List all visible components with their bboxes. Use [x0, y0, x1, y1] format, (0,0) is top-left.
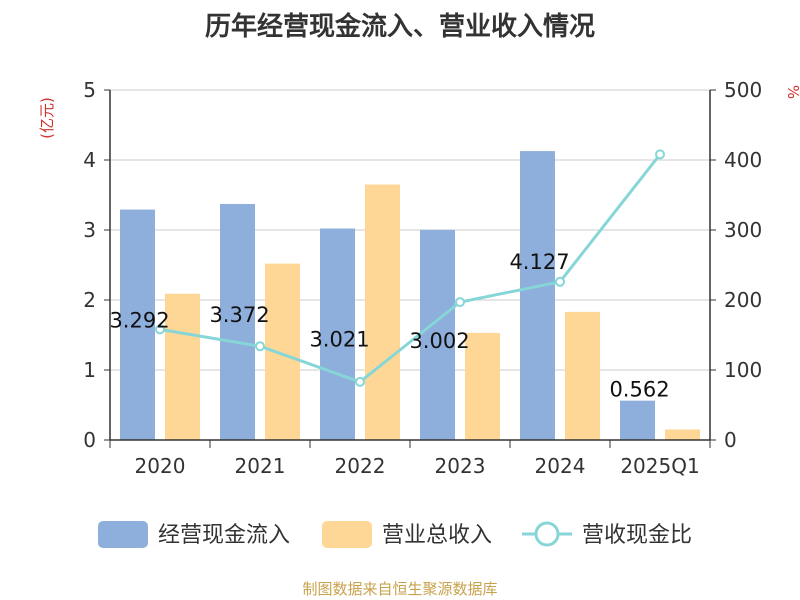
- y-left-axis-label: (亿元): [38, 97, 56, 139]
- bar-data-label: 3.002: [409, 329, 469, 353]
- legend-swatch: [322, 521, 372, 548]
- y-left-tick-label: 1: [83, 358, 96, 382]
- x-tick-label: 2025Q1: [620, 454, 699, 478]
- y-right-tick-label: 200: [724, 288, 762, 312]
- chart-title: 历年经营现金流入、营业收入情况: [204, 12, 595, 42]
- y-left-tick-label: 3: [83, 218, 96, 242]
- bar: [465, 332, 500, 440]
- y-right-tick-label: 300: [724, 218, 762, 242]
- y-left-tick-label: 5: [83, 78, 96, 102]
- bar-data-label: 3.372: [209, 303, 269, 327]
- bar: [220, 203, 255, 440]
- line-point: [455, 297, 465, 308]
- bar: [165, 293, 200, 440]
- x-tick-label: 2023: [435, 454, 486, 478]
- y-right-tick-label: 0: [724, 428, 737, 452]
- line-point: [655, 149, 665, 160]
- x-tick-label: 2020: [135, 454, 186, 478]
- y-right-tick-label: 500: [724, 78, 762, 102]
- line-point: [555, 276, 565, 287]
- bar: [520, 151, 555, 441]
- bar-data-label: 4.127: [509, 250, 569, 274]
- y-left-tick-label: 0: [83, 428, 96, 452]
- bar: [565, 311, 600, 440]
- bar: [120, 209, 155, 440]
- bar-data-label: 3.021: [309, 328, 369, 352]
- y-right-tick-label: 100: [724, 358, 762, 382]
- bar: [420, 229, 455, 440]
- legend-label: 经营现金流入: [158, 523, 290, 548]
- x-tick-label: 2022: [335, 454, 386, 478]
- source-footer: 制图数据来自恒生聚源数据库: [302, 580, 498, 598]
- line-point: [355, 376, 365, 387]
- line-point: [255, 341, 265, 352]
- y-left-tick-label: 2: [83, 288, 96, 312]
- bar: [665, 429, 700, 440]
- series-line: [159, 153, 662, 384]
- x-tick-label: 2024: [535, 454, 586, 478]
- y-right-tick-label: 400: [724, 148, 762, 172]
- y-right-axis-label: %: [784, 85, 800, 99]
- bar: [365, 184, 400, 440]
- bar: [265, 263, 300, 440]
- legend-label: 营收现金比: [582, 523, 692, 548]
- bar-data-label: 3.292: [109, 309, 169, 333]
- legend-label: 营业总收入: [382, 523, 492, 548]
- legend-marker: [534, 521, 560, 547]
- line-point: [155, 324, 165, 335]
- legend-swatch: [98, 521, 148, 548]
- y-left-tick-label: 4: [83, 148, 96, 172]
- bar: [320, 228, 355, 440]
- bar-data-label: 0.562: [609, 378, 669, 402]
- bar: [620, 400, 655, 440]
- x-tick-label: 2021: [235, 454, 286, 478]
